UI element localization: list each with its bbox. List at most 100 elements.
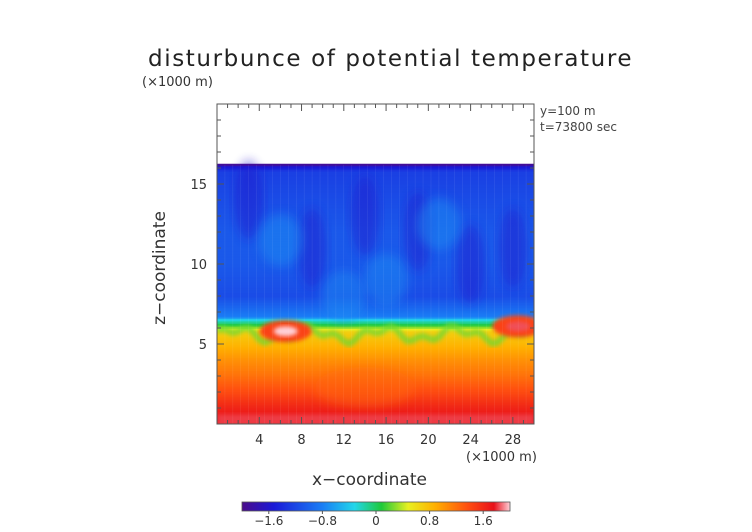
cool-patch [364,254,409,306]
cold-plume [456,224,485,304]
field-band [217,185,534,188]
cool-patch [416,198,461,250]
field-band [217,305,534,308]
x-axis-unit: (×1000 m) [466,450,537,465]
field-band [217,253,534,257]
field-band [217,313,534,316]
warm-core [314,367,415,408]
field-band [217,306,534,310]
cold-plume [498,208,527,288]
field-band [217,242,534,245]
cold-plume [234,160,263,240]
colorbar-bar [241,501,511,512]
colorbar-tick-label: −0.8 [308,514,337,528]
field-band [217,316,534,320]
field-band [217,180,534,184]
field-band [217,246,534,250]
colorbar: −1.6 −0.8 0 0.8 1.6 [241,501,511,528]
field-band [217,340,534,344]
field-band [217,342,534,346]
field-band [217,302,534,305]
axis-ticks: 4 8 12 16 20 24 28 5 10 15 [190,104,534,448]
field-band [217,352,534,355]
field-band [217,314,534,318]
y-tick-label: 10 [190,258,207,273]
field-band [217,337,534,341]
field-band [217,327,534,331]
field-band [217,344,534,347]
field-band [217,405,534,409]
colorbar-tick-label: 0.8 [420,514,439,528]
field-band [217,339,534,342]
field-band [217,361,534,365]
y-tick-label: 5 [199,338,207,353]
cold-plume [350,176,379,256]
field-band [217,250,534,253]
surface-layer [217,414,534,424]
interface-line [217,321,534,348]
y-axis-unit: (×1000 m) [142,75,213,90]
x-tick-label: 12 [336,433,353,448]
x-tick-label: 16 [378,433,395,448]
field-band [217,321,534,325]
field-band [217,353,534,357]
field-band [217,251,534,255]
field-band [217,408,534,412]
field-band [217,311,534,315]
field-band [217,319,534,323]
field-band [217,336,534,339]
field-band [217,243,534,247]
field-band [217,357,534,360]
field-band [217,175,534,179]
field-band [217,169,534,172]
field-band [217,248,534,252]
colorbar-tick-label: −1.6 [254,514,283,528]
field-band [217,177,534,180]
field-band [217,318,534,321]
field-band [217,167,534,171]
field-band [217,347,534,350]
field-band [217,186,534,190]
cool-patch [321,270,366,322]
field-band [217,170,534,174]
field-band [217,326,534,329]
field-band [217,407,534,410]
field-band [217,365,534,368]
field-band [217,355,534,359]
x-tick-label: 4 [255,433,263,448]
field-band [217,310,534,313]
field-band [217,323,534,326]
field-band [217,165,534,169]
field-band [217,308,534,312]
field-band [217,363,534,367]
field-band [217,172,534,176]
field-band [217,350,534,354]
x-axis-label: x−coordinate [312,470,427,490]
cool-patch [258,214,303,266]
warm-pocket-core [273,326,298,337]
field-band [217,360,534,363]
field-band [217,348,534,352]
field-band [217,303,534,307]
colorbar-tick-label: 0 [372,514,380,528]
x-tick-label: 8 [297,433,305,448]
field-band [217,174,534,177]
x-tick-label: 24 [462,433,479,448]
field-band [217,324,534,328]
field-band [217,178,534,182]
x-tick-label: 28 [505,433,522,448]
field-band [217,412,534,415]
warm-pocket-core [506,321,531,332]
field-band [217,183,534,187]
cold-plume [298,208,327,288]
heatmap-field [217,160,534,424]
colorbar-tick-label: 1.6 [474,514,493,528]
field-band [217,345,534,349]
field-band [217,182,534,185]
x-tick-label: 20 [420,433,437,448]
field-band [217,255,534,258]
field-band [217,410,534,414]
annotation-y: y=100 m [540,104,596,118]
annotation-time: t=73800 sec [540,120,617,134]
